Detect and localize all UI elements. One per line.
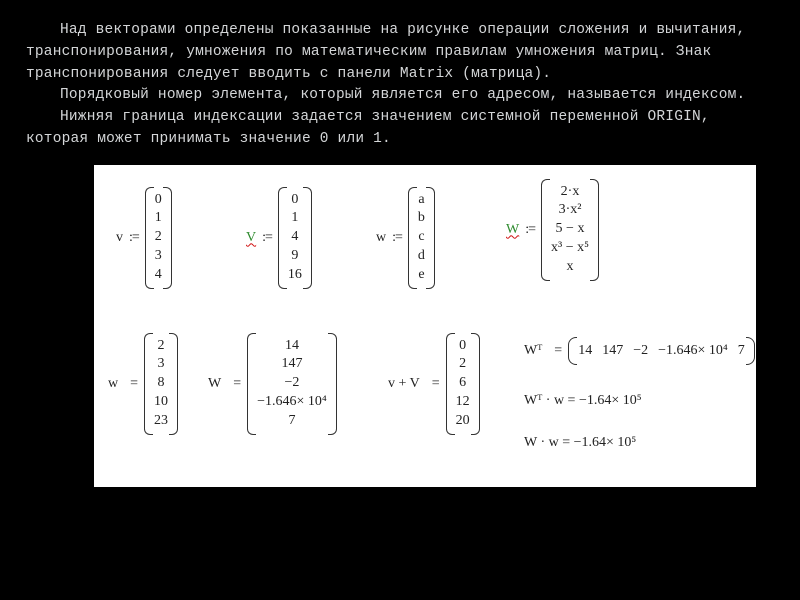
v-val-0: 0 (155, 191, 162, 210)
w-dot-w-text: W · w = −1.64× 10⁵ (524, 435, 636, 451)
wr-0: 2 (158, 337, 165, 356)
paragraph-2-text: Порядковый номер элемента, который являе… (60, 87, 745, 103)
Wr-0: 14 (285, 337, 299, 356)
eq-symbol: = (432, 376, 440, 392)
v-val-4: 4 (155, 266, 162, 285)
V-val-1: 1 (291, 209, 298, 228)
vV-1: 2 (459, 355, 466, 374)
v-plus-v-vector: 0 2 6 12 20 (446, 333, 480, 435)
slide: Над векторами определены показанные на р… (0, 0, 800, 600)
paragraph-2: Порядковый номер элемента, который являе… (26, 85, 774, 107)
W-val-2: 5 − x (556, 220, 585, 239)
W-val-4: x (567, 258, 574, 277)
v-vector: 0 1 2 3 4 (145, 187, 172, 289)
capital-w-definition: W := 2·x 3·x² 5 − x x³ − x⁵ x (506, 179, 599, 281)
V-val-4: 16 (288, 266, 302, 285)
V-val-2: 4 (291, 228, 298, 247)
eq-symbol: = (554, 343, 562, 359)
v-plus-v-result: v + V = 0 2 6 12 20 (388, 333, 480, 435)
paragraph-3-text: Нижняя граница индексации задается значе… (26, 109, 710, 147)
w-val-1: b (418, 209, 425, 228)
capital-w-result-label: W (208, 376, 221, 392)
wr-2: 8 (158, 374, 165, 393)
w-label: w (376, 230, 386, 246)
v-val-2: 2 (155, 228, 162, 247)
vV-3: 12 (456, 393, 470, 412)
eq-symbol: = (130, 376, 138, 392)
WT-4: 7 (738, 343, 745, 359)
wt-dot-w-text: Wᵀ · w = −1.64× 10⁵ (524, 393, 642, 409)
capital-v-label: V (246, 230, 256, 246)
WT-1: 147 (602, 343, 623, 359)
capital-w-label: W (506, 222, 519, 238)
eq-symbol: = (233, 376, 241, 392)
w-val-3: d (418, 247, 425, 266)
w-val-0: a (418, 191, 424, 210)
v-label: v (116, 230, 123, 246)
w-val-2: c (418, 228, 424, 247)
W-val-3: x³ − x⁵ (551, 239, 589, 258)
paragraph-3: Нижняя граница индексации задается значе… (26, 107, 774, 151)
Wr-3: −1.646× 10⁴ (257, 393, 327, 412)
w-result-label: w (108, 376, 118, 392)
assign-symbol: := (262, 230, 272, 246)
wr-3: 10 (154, 393, 168, 412)
wr-4: 23 (154, 412, 168, 431)
paragraph-1: Над векторами определены показанные на р… (26, 20, 774, 85)
w-transpose-label: Wᵀ (524, 343, 542, 359)
W-val-0: 2·x (561, 183, 580, 202)
v-val-1: 1 (155, 209, 162, 228)
assign-symbol: := (392, 230, 402, 246)
Wr-2: −2 (285, 374, 300, 393)
capital-v-vector: 0 1 4 9 16 (278, 187, 312, 289)
w-dot-w-result: W · w = −1.64× 10⁵ (524, 435, 636, 451)
v-val-3: 3 (155, 247, 162, 266)
WT-2: −2 (633, 343, 648, 359)
math-row-2: w = 2 3 8 10 23 W = 14 147 −2 −1.646× 10… (108, 323, 742, 473)
assign-symbol: := (525, 222, 535, 238)
w-vector: a b c d e (408, 187, 435, 289)
Wr-1: 147 (281, 355, 302, 374)
W-val-1: 3·x² (559, 201, 582, 220)
math-row-1: v := 0 1 2 3 4 V := 0 1 4 9 16 (108, 173, 742, 323)
w-transpose-vector: 14 147 −2 −1.646× 10⁴ 7 (568, 337, 755, 365)
assign-symbol: := (129, 230, 139, 246)
Wr-4: 7 (288, 412, 295, 431)
w-val-4: e (418, 266, 424, 285)
WT-0: 14 (578, 343, 592, 359)
vV-2: 6 (459, 374, 466, 393)
capital-w-result-vector: 14 147 −2 −1.646× 10⁴ 7 (247, 333, 337, 435)
capital-v-definition: V := 0 1 4 9 16 (246, 187, 312, 289)
V-val-0: 0 (291, 191, 298, 210)
w-definition: w := a b c d e (376, 187, 435, 289)
capital-w-vector: 2·x 3·x² 5 − x x³ − x⁵ x (541, 179, 599, 281)
math-panel: v := 0 1 2 3 4 V := 0 1 4 9 16 (94, 165, 756, 487)
wt-dot-w-result: Wᵀ · w = −1.64× 10⁵ (524, 393, 642, 409)
v-definition: v := 0 1 2 3 4 (116, 187, 172, 289)
WT-3: −1.646× 10⁴ (658, 343, 728, 359)
capital-w-result: W = 14 147 −2 −1.646× 10⁴ 7 (208, 333, 337, 435)
wr-1: 3 (158, 355, 165, 374)
w-result-vector: 2 3 8 10 23 (144, 333, 178, 435)
v-plus-v-label: v + V (388, 376, 420, 392)
w-result: w = 2 3 8 10 23 (108, 333, 178, 435)
vV-4: 20 (456, 412, 470, 431)
paragraph-1-text: Над векторами определены показанные на р… (26, 22, 745, 82)
vV-0: 0 (459, 337, 466, 356)
V-val-3: 9 (291, 247, 298, 266)
w-transpose-result: Wᵀ = 14 147 −2 −1.646× 10⁴ 7 (524, 337, 755, 365)
